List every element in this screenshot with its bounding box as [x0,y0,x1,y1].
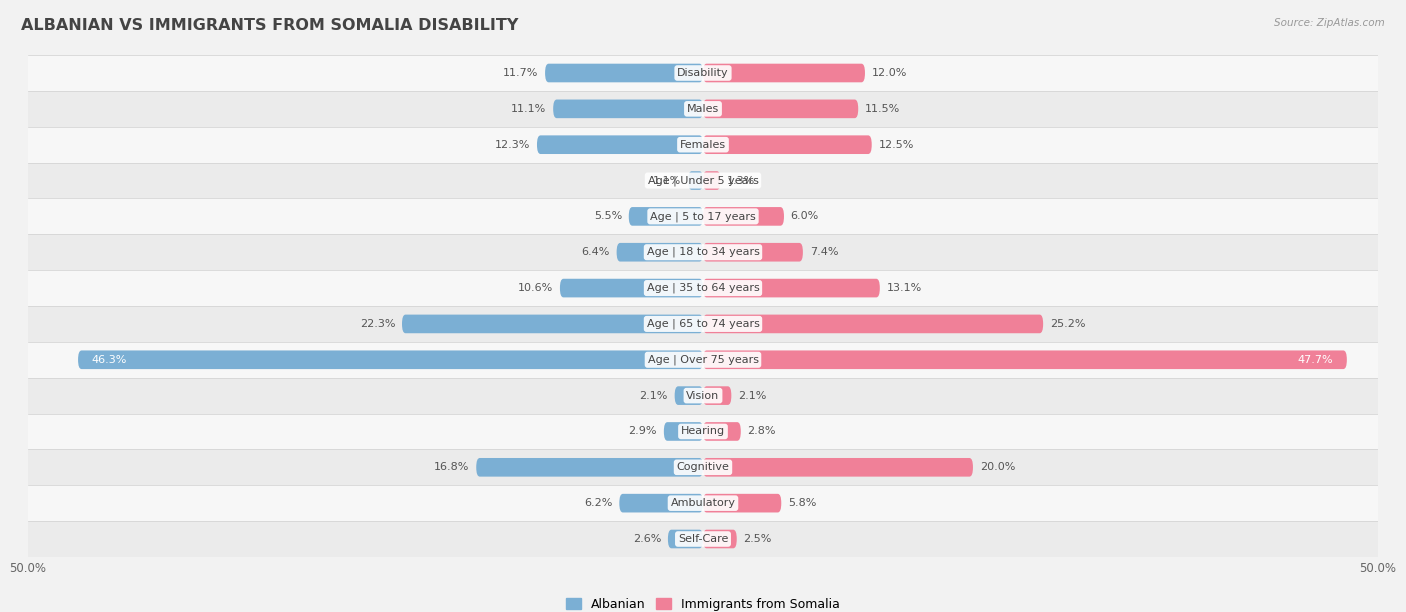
Text: Ambulatory: Ambulatory [671,498,735,508]
Text: 2.5%: 2.5% [744,534,772,544]
Text: 12.0%: 12.0% [872,68,907,78]
Bar [28,163,1378,198]
FancyBboxPatch shape [703,100,858,118]
FancyBboxPatch shape [703,171,720,190]
FancyBboxPatch shape [688,171,703,190]
Text: Disability: Disability [678,68,728,78]
Text: 2.6%: 2.6% [633,534,661,544]
Text: 11.1%: 11.1% [512,104,547,114]
Bar [28,378,1378,414]
Bar [28,485,1378,521]
FancyBboxPatch shape [703,529,737,548]
Bar [28,342,1378,378]
Text: Males: Males [688,104,718,114]
Text: Age | 18 to 34 years: Age | 18 to 34 years [647,247,759,258]
FancyBboxPatch shape [668,529,703,548]
Text: 5.5%: 5.5% [593,211,621,222]
FancyBboxPatch shape [703,315,1043,334]
FancyBboxPatch shape [619,494,703,512]
FancyBboxPatch shape [703,351,1347,369]
Bar [28,270,1378,306]
Text: 5.8%: 5.8% [787,498,817,508]
Text: Age | 35 to 64 years: Age | 35 to 64 years [647,283,759,293]
Text: Source: ZipAtlas.com: Source: ZipAtlas.com [1274,18,1385,28]
Text: ALBANIAN VS IMMIGRANTS FROM SOMALIA DISABILITY: ALBANIAN VS IMMIGRANTS FROM SOMALIA DISA… [21,18,519,34]
Text: 46.3%: 46.3% [91,355,127,365]
Text: 11.7%: 11.7% [503,68,538,78]
Text: 12.3%: 12.3% [495,140,530,150]
Text: 7.4%: 7.4% [810,247,838,257]
FancyBboxPatch shape [703,243,803,261]
FancyBboxPatch shape [664,422,703,441]
Text: 1.1%: 1.1% [654,176,682,185]
Bar [28,127,1378,163]
FancyBboxPatch shape [477,458,703,477]
Text: 20.0%: 20.0% [980,462,1015,472]
Text: 6.2%: 6.2% [583,498,613,508]
FancyBboxPatch shape [703,135,872,154]
Text: Age | 5 to 17 years: Age | 5 to 17 years [650,211,756,222]
Bar [28,198,1378,234]
Text: 6.4%: 6.4% [582,247,610,257]
FancyBboxPatch shape [79,351,703,369]
Text: Females: Females [681,140,725,150]
Text: Vision: Vision [686,390,720,401]
FancyBboxPatch shape [617,243,703,261]
Text: 2.9%: 2.9% [628,427,657,436]
FancyBboxPatch shape [703,278,880,297]
Text: 11.5%: 11.5% [865,104,900,114]
FancyBboxPatch shape [628,207,703,226]
FancyBboxPatch shape [537,135,703,154]
Text: Age | Under 5 years: Age | Under 5 years [648,175,758,186]
FancyBboxPatch shape [546,64,703,83]
Text: 2.8%: 2.8% [748,427,776,436]
Bar [28,414,1378,449]
FancyBboxPatch shape [402,315,703,334]
FancyBboxPatch shape [703,64,865,83]
Text: 12.5%: 12.5% [879,140,914,150]
Bar [28,55,1378,91]
Text: 6.0%: 6.0% [790,211,818,222]
Bar [28,234,1378,270]
Text: 13.1%: 13.1% [887,283,922,293]
Text: Cognitive: Cognitive [676,462,730,472]
Text: 10.6%: 10.6% [517,283,553,293]
Text: 25.2%: 25.2% [1050,319,1085,329]
FancyBboxPatch shape [553,100,703,118]
Legend: Albanian, Immigrants from Somalia: Albanian, Immigrants from Somalia [561,593,845,612]
Text: 47.7%: 47.7% [1298,355,1333,365]
Bar [28,91,1378,127]
Text: Self-Care: Self-Care [678,534,728,544]
Text: Age | 65 to 74 years: Age | 65 to 74 years [647,319,759,329]
FancyBboxPatch shape [675,386,703,405]
FancyBboxPatch shape [703,386,731,405]
Bar [28,306,1378,342]
Text: 16.8%: 16.8% [434,462,470,472]
Text: 22.3%: 22.3% [360,319,395,329]
Bar [28,521,1378,557]
Text: Hearing: Hearing [681,427,725,436]
FancyBboxPatch shape [560,278,703,297]
FancyBboxPatch shape [703,422,741,441]
FancyBboxPatch shape [703,458,973,477]
Text: 2.1%: 2.1% [640,390,668,401]
FancyBboxPatch shape [703,494,782,512]
Text: 1.3%: 1.3% [727,176,755,185]
Text: 2.1%: 2.1% [738,390,766,401]
Bar [28,449,1378,485]
FancyBboxPatch shape [703,207,785,226]
Text: Age | Over 75 years: Age | Over 75 years [648,354,758,365]
